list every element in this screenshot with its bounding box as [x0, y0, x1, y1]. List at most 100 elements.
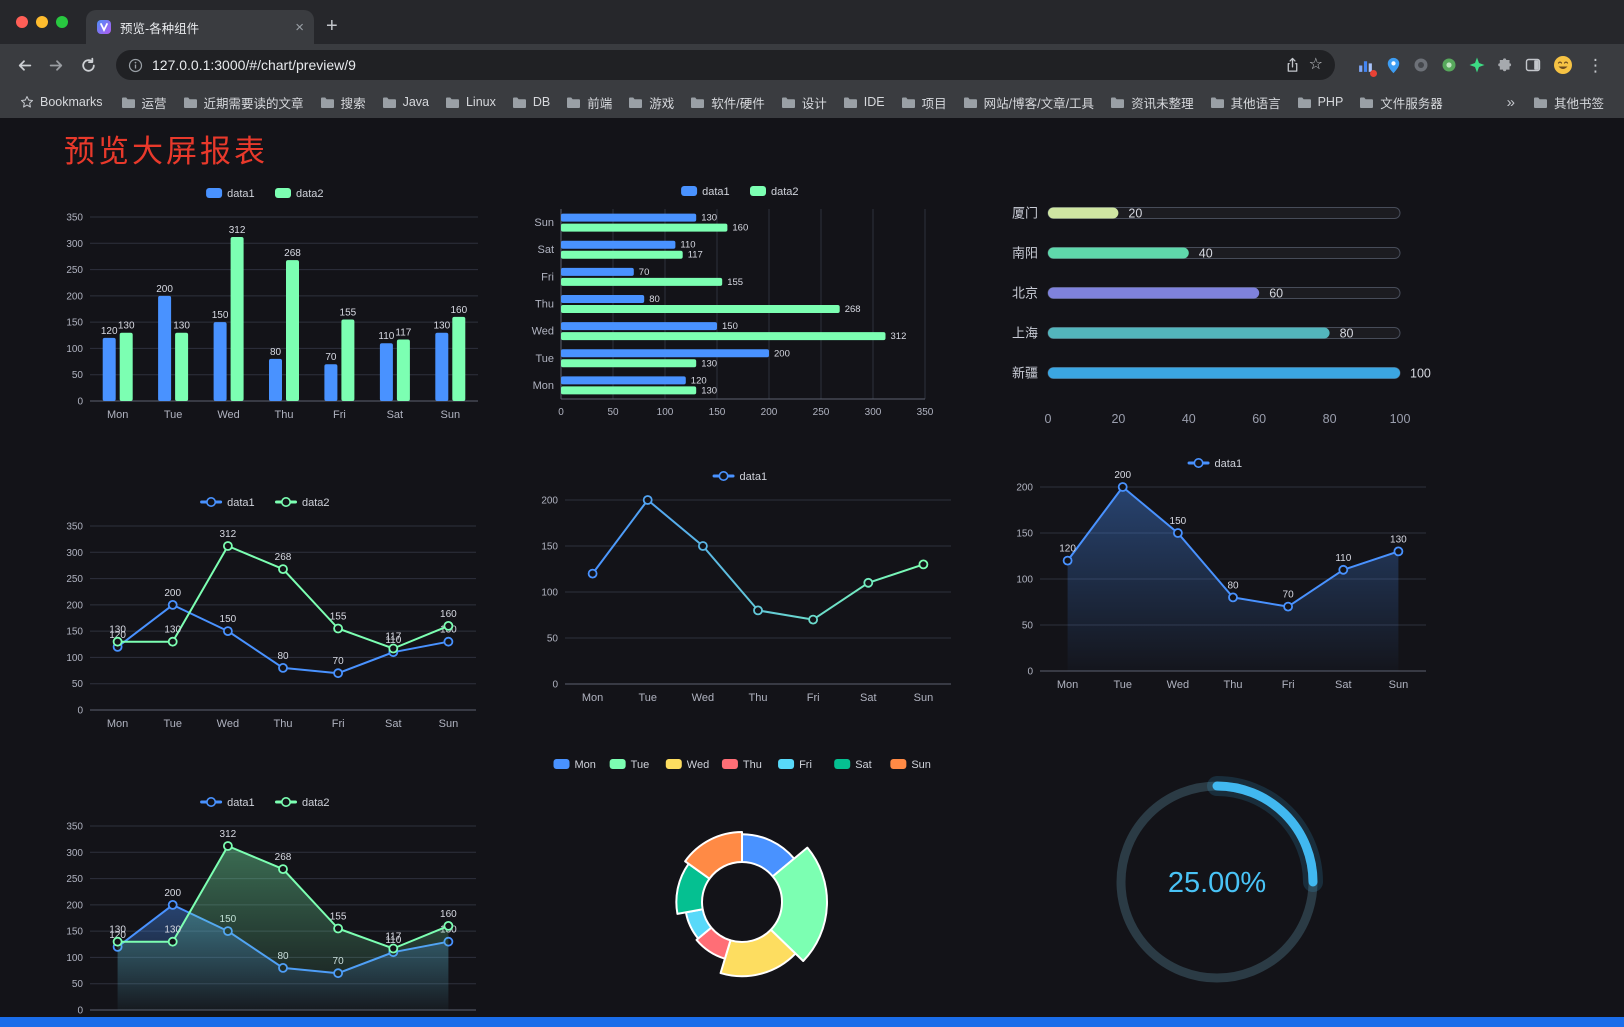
site-info-icon[interactable] — [128, 58, 143, 73]
svg-text:350: 350 — [917, 407, 934, 418]
browser-tab[interactable]: 预览-各种组件 × — [86, 10, 314, 44]
svg-text:200: 200 — [66, 291, 83, 302]
extension-pin-icon[interactable] — [1386, 57, 1401, 74]
svg-text:150: 150 — [709, 407, 726, 418]
svg-text:120: 120 — [109, 930, 126, 941]
bookmark-folder-item[interactable]: PHP — [1289, 90, 1352, 115]
folder-icon — [963, 97, 977, 108]
bookmark-folder-item[interactable]: 软件/硬件 — [682, 90, 772, 115]
bookmark-folder-item[interactable]: DB — [504, 90, 558, 115]
svg-text:350: 350 — [66, 822, 83, 833]
bookmark-folder-item[interactable]: 资讯未整理 — [1102, 90, 1202, 115]
bookmark-folder-item[interactable]: 网站/博客/文章/工具 — [955, 90, 1102, 115]
svg-text:130: 130 — [701, 385, 717, 396]
svg-text:70: 70 — [333, 656, 345, 667]
tab-close-icon[interactable]: × — [295, 18, 304, 36]
bookmark-folder-item[interactable]: 其他语言 — [1202, 90, 1289, 115]
browser-menu-icon[interactable]: ⋮ — [1587, 55, 1604, 75]
svg-text:Fri: Fri — [332, 718, 345, 730]
bookmarks-manager-item[interactable]: Bookmarks — [12, 92, 111, 112]
svg-text:130: 130 — [164, 625, 181, 636]
back-button[interactable] — [10, 51, 38, 79]
svg-text:0: 0 — [558, 407, 564, 418]
bookmark-folder-item[interactable]: 运营 — [113, 90, 175, 115]
bookmark-folder-item[interactable]: 游戏 — [620, 90, 682, 115]
svg-text:155: 155 — [340, 308, 357, 319]
bookmark-folder-item[interactable]: 搜索 — [312, 90, 374, 115]
bookmark-star-icon[interactable]: ☆ — [1308, 56, 1323, 73]
svg-text:新疆: 新疆 — [1012, 366, 1038, 381]
svg-text:Fri: Fri — [799, 759, 812, 771]
chart-grouped-bar: 0 50 100 150 200 250 300 350 Mon Tue Wed Thu Fri Sat S… — [42, 179, 492, 437]
svg-text:130: 130 — [701, 358, 717, 369]
bookmarks-overflow-icon[interactable]: » — [1506, 93, 1515, 111]
tab-title: 预览-各种组件 — [120, 21, 200, 36]
svg-text:80: 80 — [277, 651, 289, 662]
svg-text:50: 50 — [607, 407, 619, 418]
reload-button[interactable] — [74, 51, 102, 79]
page-content: 预览大屏报表 0 50 100 150 200 250 300 350 Mon Tue Wed Thu… — [0, 118, 1624, 1027]
svg-text:100: 100 — [1390, 412, 1411, 426]
bookmark-folder-item[interactable]: 近期需要读的文章 — [175, 90, 312, 115]
extensions-puzzle-icon[interactable] — [1497, 57, 1513, 73]
macos-window-controls — [16, 0, 86, 44]
svg-text:130: 130 — [164, 925, 181, 936]
folder-icon — [445, 97, 459, 108]
svg-text:160: 160 — [440, 909, 457, 920]
tab-favicon — [97, 20, 111, 34]
window-minimize-button[interactable] — [36, 16, 48, 28]
chart-dual-area-line: 050100150200250300350MonTueWedThuFriSatS… — [42, 788, 492, 1027]
svg-text:data2: data2 — [296, 188, 324, 200]
bookmark-folder-item[interactable]: 前端 — [558, 90, 620, 115]
svg-text:117: 117 — [385, 932, 401, 943]
svg-text:data1: data1 — [227, 188, 255, 200]
svg-text:100: 100 — [1016, 575, 1033, 586]
folder-icon — [382, 97, 396, 108]
svg-text:50: 50 — [1022, 621, 1034, 632]
extension-stats-icon[interactable] — [1357, 57, 1377, 77]
profile-avatar[interactable] — [1553, 55, 1573, 75]
address-bar[interactable]: 127.0.0.1:3000/#/chart/preview/9 ☆ — [116, 50, 1335, 80]
window-zoom-button[interactable] — [56, 16, 68, 28]
svg-text:200: 200 — [164, 888, 181, 899]
extension-green-icon[interactable] — [1441, 57, 1457, 73]
bookmark-folder-item[interactable]: 设计 — [773, 90, 835, 115]
chart-area-line: 0 50 100 150 200 Mon Tue Wed Thu Fri Sat Sun 120 200 1… — [992, 449, 1442, 738]
bookmark-folder-item[interactable]: Java — [374, 90, 437, 115]
rose-donut-chart-svg: Mon Tue Wed Thu Fri Sat Sun — [553, 759, 931, 978]
bookmark-label: 搜索 — [340, 96, 366, 111]
forward-button[interactable] — [42, 51, 70, 79]
svg-text:130: 130 — [109, 625, 126, 636]
svg-text:150: 150 — [66, 927, 83, 938]
other-bookmarks-label: 其他书签 — [1553, 96, 1604, 111]
svg-text:25.00%: 25.00% — [1168, 867, 1266, 899]
other-bookmarks-item[interactable]: 其他书签 — [1525, 90, 1612, 115]
svg-text:60: 60 — [1252, 412, 1266, 426]
svg-text:312: 312 — [220, 829, 237, 840]
svg-text:Fri: Fri — [333, 409, 346, 421]
new-tab-button[interactable]: + — [326, 15, 338, 37]
sidebar-toggle-icon[interactable] — [1525, 57, 1541, 73]
svg-text:Wed: Wed — [692, 692, 714, 704]
svg-text:Wed: Wed — [687, 759, 709, 771]
svg-text:Thu: Thu — [274, 718, 293, 730]
svg-text:80: 80 — [1340, 327, 1354, 341]
svg-text:100: 100 — [541, 588, 558, 599]
bookmark-folder-item[interactable]: 文件服务器 — [1351, 90, 1451, 115]
svg-text:200: 200 — [66, 900, 83, 911]
share-icon[interactable] — [1285, 57, 1300, 74]
bookmark-folder-item[interactable]: IDE — [835, 90, 893, 115]
charts-grid: 0 50 100 150 200 250 300 350 Mon Tue Wed Thu Fri Sat S… — [42, 179, 1624, 1027]
window-close-button[interactable] — [16, 16, 28, 28]
bookmark-folder-item[interactable]: Linux — [437, 90, 504, 115]
svg-text:160: 160 — [732, 223, 748, 234]
bookmark-label: DB — [532, 95, 551, 109]
extension-gray-icon[interactable] — [1413, 57, 1429, 73]
bookmark-folder-item[interactable]: 项目 — [893, 90, 955, 115]
url-text[interactable]: 127.0.0.1:3000/#/chart/preview/9 — [152, 57, 356, 73]
svg-text:80: 80 — [1227, 580, 1239, 591]
extension-star-icon[interactable] — [1469, 57, 1485, 73]
svg-text:北京: 北京 — [1012, 286, 1038, 301]
svg-text:120: 120 — [101, 326, 118, 337]
